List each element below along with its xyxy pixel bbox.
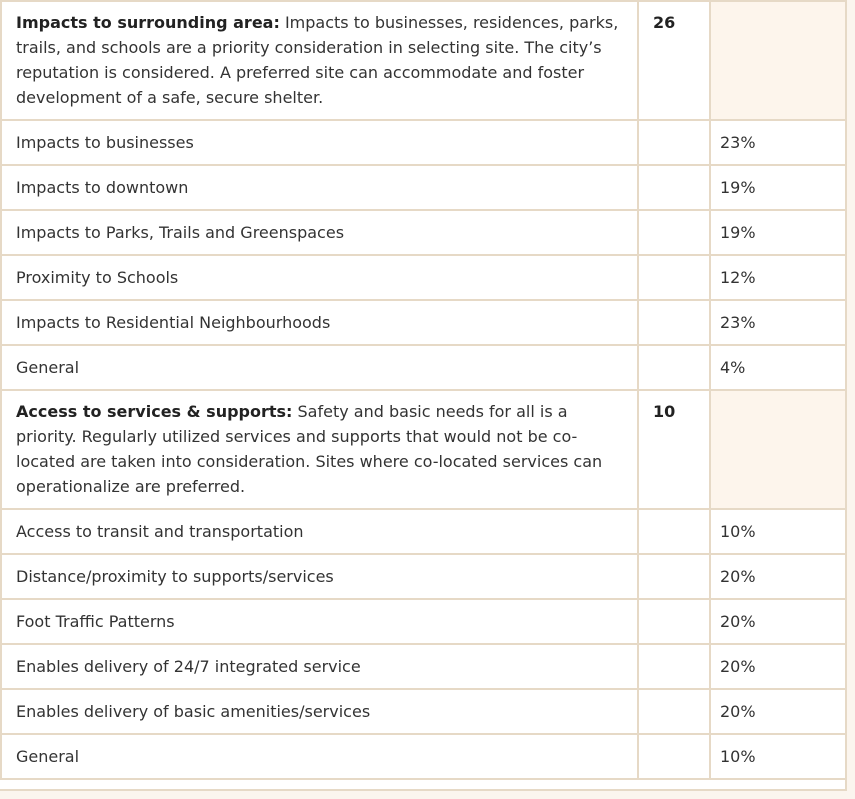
category-description: Safety and basic needs for all is a prio… xyxy=(16,402,603,496)
item-label: Foot Traffic Patterns xyxy=(0,598,639,645)
item-percent: 19% xyxy=(709,164,847,211)
item-score xyxy=(637,733,711,780)
item-label: Impacts to Parks, Trails and Greenspaces xyxy=(0,209,639,256)
category-cell: Access to services & supports: Safety an… xyxy=(0,389,639,510)
table-row: Foot Traffic Patterns 20% xyxy=(0,598,847,645)
item-label: Impacts to Residential Neighbourhoods xyxy=(0,299,639,346)
item-percent: 20% xyxy=(709,598,847,645)
item-percent: 19% xyxy=(709,209,847,256)
category-cell: Impacts to surrounding area: Impacts to … xyxy=(0,0,639,121)
item-score xyxy=(637,508,711,555)
table-row: Access to transit and transportation 10% xyxy=(0,508,847,555)
table-row: Impacts to Parks, Trails and Greenspaces… xyxy=(0,209,847,256)
table-row: Distance/proximity to supports/services … xyxy=(0,553,847,600)
item-score xyxy=(637,598,711,645)
table-row: General 4% xyxy=(0,344,847,391)
item-label: Impacts to downtown xyxy=(0,164,639,211)
category-score: 10 xyxy=(637,389,711,510)
table-row: Proximity to Schools 12% xyxy=(0,254,847,301)
category-title: Access to services & supports: xyxy=(16,402,293,421)
category-percent-cell xyxy=(709,0,847,121)
table-row: Impacts to downtown 19% xyxy=(0,164,847,211)
category-row-surrounding-area: Impacts to surrounding area: Impacts to … xyxy=(0,0,847,121)
item-percent: 23% xyxy=(709,119,847,166)
item-percent: 20% xyxy=(709,553,847,600)
table-row: Impacts to businesses 23% xyxy=(0,119,847,166)
item-label: Impacts to businesses xyxy=(0,119,639,166)
item-percent: 4% xyxy=(709,344,847,391)
item-score xyxy=(637,254,711,301)
category-description: Impacts to businesses, residences, parks… xyxy=(16,13,619,107)
category-row-access-services: Access to services & supports: Safety an… xyxy=(0,389,847,510)
item-percent: 20% xyxy=(709,643,847,690)
table-row: Impacts to Residential Neighbourhoods 23… xyxy=(0,299,847,346)
item-score xyxy=(637,643,711,690)
item-label: General xyxy=(0,344,639,391)
item-score xyxy=(637,164,711,211)
category-score: 26 xyxy=(637,0,711,121)
item-percent: 20% xyxy=(709,688,847,735)
item-label: Access to transit and transportation xyxy=(0,508,639,555)
item-percent: 23% xyxy=(709,299,847,346)
table-row: General 10% xyxy=(0,733,847,780)
item-score xyxy=(637,209,711,256)
item-label: General xyxy=(0,733,639,780)
item-label: Enables delivery of basic amenities/serv… xyxy=(0,688,639,735)
item-score xyxy=(637,119,711,166)
item-label: Enables delivery of 24/7 integrated serv… xyxy=(0,643,639,690)
criteria-table: Impacts to surrounding area: Impacts to … xyxy=(0,0,847,780)
category-title: Impacts to surrounding area: xyxy=(16,13,280,32)
item-score xyxy=(637,688,711,735)
item-percent: 10% xyxy=(709,508,847,555)
item-score xyxy=(637,344,711,391)
item-score xyxy=(637,299,711,346)
table-row: Enables delivery of basic amenities/serv… xyxy=(0,688,847,735)
table-row: Enables delivery of 24/7 integrated serv… xyxy=(0,643,847,690)
category-percent-cell xyxy=(709,389,847,510)
item-label: Proximity to Schools xyxy=(0,254,639,301)
item-label: Distance/proximity to supports/services xyxy=(0,553,639,600)
item-percent: 12% xyxy=(709,254,847,301)
item-percent: 10% xyxy=(709,733,847,780)
item-score xyxy=(637,553,711,600)
